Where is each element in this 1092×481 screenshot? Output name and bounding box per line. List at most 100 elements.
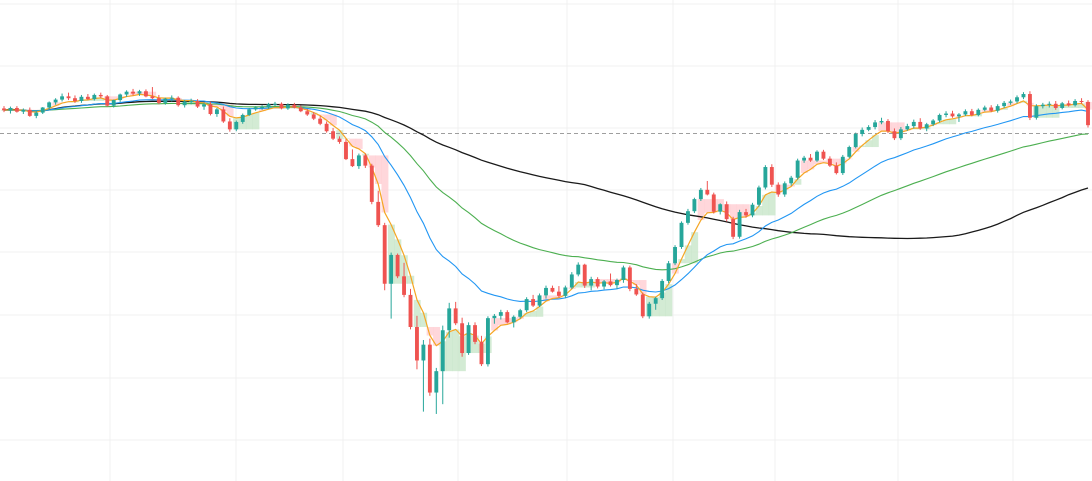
- candle-body-down: [827, 158, 832, 166]
- candle-body-down: [318, 118, 323, 124]
- candle-body-up: [511, 316, 516, 323]
- candle-body-up: [60, 96, 65, 100]
- candle-body-down: [150, 96, 155, 99]
- candle-body-up: [421, 344, 426, 361]
- band-segment-up: [575, 282, 582, 288]
- candle-body-up: [182, 101, 187, 106]
- candle-body-up: [602, 281, 607, 287]
- band-segment-up: [445, 331, 453, 372]
- band-segment-up: [691, 232, 699, 264]
- candles: [2, 87, 1090, 414]
- band-segment-up: [407, 275, 415, 284]
- candle-body-up: [802, 157, 807, 161]
- band-segment-down: [323, 114, 331, 121]
- candle-body-up: [1002, 102, 1007, 107]
- candle-body-up: [440, 330, 445, 372]
- band-segment-down: [639, 280, 647, 294]
- candle-body-down: [744, 212, 748, 216]
- candle-body-down: [324, 123, 329, 132]
- candle-body-up: [537, 295, 542, 306]
- candle-body-up: [782, 183, 787, 195]
- candle-body-down: [144, 91, 148, 97]
- band-segment-up: [858, 145, 866, 148]
- candle-body-down: [369, 165, 374, 202]
- candle-body-down: [402, 276, 406, 295]
- candle-body-down: [156, 98, 161, 103]
- candle-body-down: [73, 98, 77, 101]
- candle-body-down: [292, 104, 297, 108]
- candle-body-up: [118, 94, 123, 101]
- candle-body-down: [85, 96, 90, 100]
- band-segment-up: [678, 259, 686, 264]
- candle-body-down: [131, 91, 135, 94]
- candle-body-up: [660, 280, 665, 299]
- candle-body-up: [492, 315, 497, 319]
- candle-body-up: [240, 114, 245, 122]
- band-segment-down: [349, 138, 357, 147]
- candle-body-down: [627, 267, 632, 289]
- candle-body-up: [544, 287, 548, 296]
- candle-body-up: [524, 299, 529, 311]
- band-segment-down: [807, 160, 815, 170]
- candle-body-up: [847, 147, 852, 157]
- candle-body-up: [756, 187, 761, 205]
- band-segment-up: [413, 299, 421, 327]
- candle-body-up: [1034, 106, 1039, 118]
- candle-body-down: [1053, 103, 1058, 108]
- band-segment-up: [523, 313, 531, 317]
- candle-body-up: [1008, 101, 1013, 103]
- candle-body-up: [698, 189, 703, 200]
- band-segment-up: [1039, 105, 1047, 118]
- candle-body-down: [221, 109, 226, 122]
- band-segment-down: [226, 104, 234, 117]
- band-segment-down: [729, 204, 737, 220]
- candle-body-down: [608, 281, 613, 286]
- band-segment-up: [936, 122, 944, 125]
- band-segment-up: [1078, 103, 1086, 108]
- candle-body-down: [918, 121, 923, 129]
- candle-body-down: [98, 94, 103, 97]
- candle-body-up: [47, 102, 52, 108]
- band-segment-down: [852, 147, 860, 152]
- candle-body-up: [673, 247, 677, 264]
- candle-body-up: [686, 211, 690, 223]
- band-segment-up: [1000, 108, 1008, 110]
- candle-body-up: [692, 199, 697, 212]
- band-segment-down: [800, 160, 808, 173]
- candle-body-down: [556, 291, 561, 296]
- candle-body-up: [8, 107, 13, 111]
- candle-body-down: [724, 204, 729, 220]
- candle-body-down: [550, 287, 555, 292]
- candle-body-up: [518, 310, 523, 317]
- band-segment-down: [813, 160, 821, 165]
- candle-body-down: [453, 308, 458, 324]
- candle-body-down: [208, 104, 213, 115]
- band-segment-up: [865, 140, 873, 148]
- candle-body-up: [273, 103, 277, 105]
- candle-body-up: [718, 204, 723, 212]
- band-segment-down: [633, 280, 641, 285]
- band-segment-down: [329, 114, 337, 126]
- candle-body-down: [350, 159, 355, 167]
- band-segment-up: [768, 191, 776, 216]
- candle-body-down: [311, 114, 316, 119]
- band-segment-up: [658, 292, 666, 317]
- candle-body-down: [892, 131, 897, 139]
- candle-body-up: [563, 287, 568, 296]
- candle-body-down: [176, 97, 181, 106]
- band-segment-up: [949, 118, 957, 125]
- candle-body-up: [247, 109, 252, 115]
- candle-body-down: [382, 225, 387, 284]
- candle-body-up: [924, 124, 929, 129]
- candle-body-down: [531, 299, 536, 306]
- candle-body-up: [976, 109, 981, 115]
- candle-body-up: [260, 107, 265, 109]
- candle-body-down: [427, 344, 432, 393]
- candle-body-down: [331, 131, 336, 139]
- candle-body-down: [886, 120, 890, 132]
- band-segment-down: [820, 160, 828, 163]
- candle-body-up: [873, 122, 878, 128]
- candle-body-up: [982, 107, 987, 110]
- candle-body-down: [227, 121, 232, 130]
